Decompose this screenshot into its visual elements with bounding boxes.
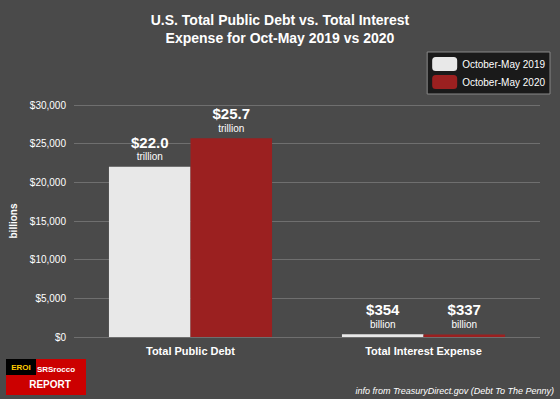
- svg-text:$20,000: $20,000: [30, 177, 67, 188]
- svg-text:$0: $0: [55, 332, 67, 343]
- svg-text:U.S. Total Public Debt vs. Tot: U.S. Total Public Debt vs. Total Interes…: [151, 12, 410, 28]
- svg-text:Total Public Debt: Total Public Debt: [146, 345, 235, 357]
- svg-text:REPORT: REPORT: [29, 379, 71, 390]
- svg-text:$15,000: $15,000: [30, 216, 67, 227]
- svg-text:trillion: trillion: [137, 151, 163, 162]
- svg-text:SRSrocco: SRSrocco: [37, 365, 75, 374]
- svg-text:billion: billion: [370, 319, 396, 330]
- svg-text:October-May 2019: October-May 2019: [462, 59, 545, 70]
- svg-text:billion: billion: [451, 319, 477, 330]
- svg-text:info from TreasuryDirect.gov (: info from TreasuryDirect.gov (Debt To Th…: [355, 386, 554, 396]
- svg-text:Expense for Oct-May 2019 vs 20: Expense for Oct-May 2019 vs 2020: [166, 30, 395, 46]
- svg-text:$337: $337: [448, 301, 481, 318]
- svg-text:$25.7: $25.7: [213, 105, 251, 122]
- svg-text:trillion: trillion: [218, 123, 244, 134]
- svg-text:$25,000: $25,000: [30, 138, 67, 149]
- svg-text:$10,000: $10,000: [30, 254, 67, 265]
- svg-text:$354: $354: [366, 301, 400, 318]
- svg-text:$22.0: $22.0: [131, 134, 169, 151]
- svg-text:EROI: EROI: [11, 363, 31, 372]
- svg-text:$30,000: $30,000: [30, 100, 67, 111]
- svg-text:Total Interest Expense: Total Interest Expense: [365, 345, 482, 357]
- svg-text:$5,000: $5,000: [35, 293, 66, 304]
- svg-text:billions: billions: [8, 203, 19, 238]
- svg-text:October-May 2020: October-May 2020: [462, 77, 545, 88]
